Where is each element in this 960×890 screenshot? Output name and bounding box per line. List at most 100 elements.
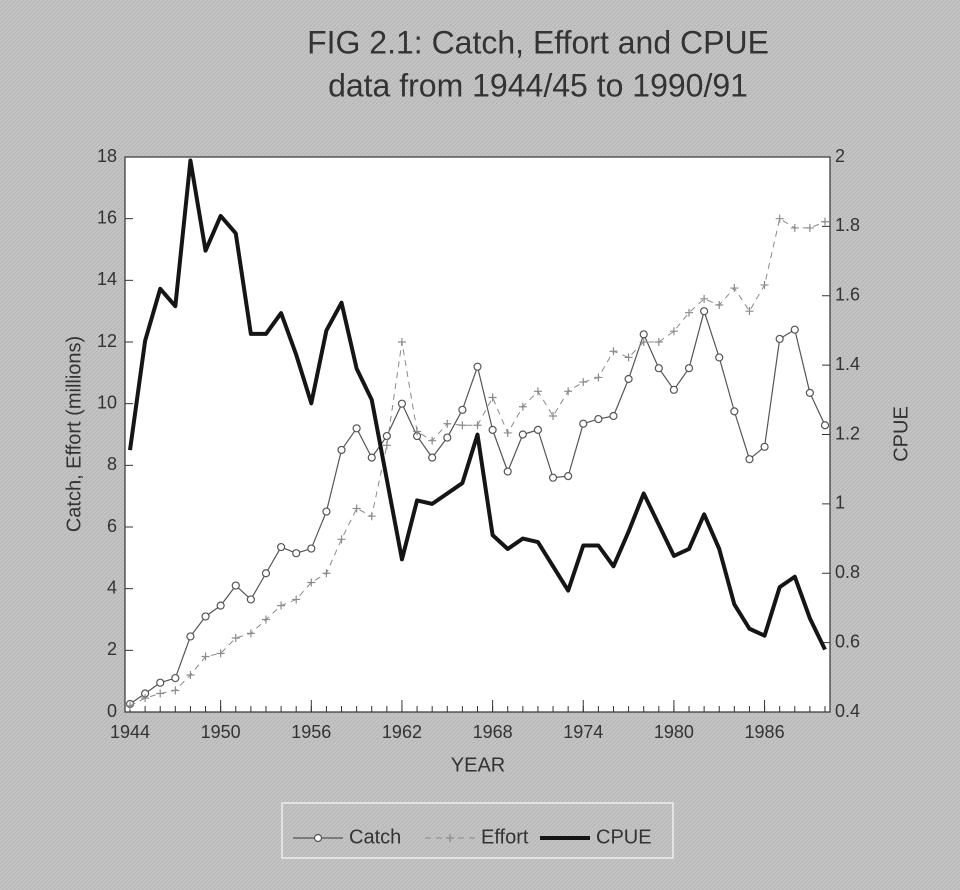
x-tick-label: 1968 — [473, 722, 513, 742]
catch-point — [186, 632, 195, 641]
effort-point — [231, 634, 240, 642]
effort-point — [382, 441, 391, 450]
effort-point — [594, 373, 603, 382]
catch-point — [246, 595, 255, 604]
y2-tick-label: 0.8 — [835, 562, 860, 582]
catch-point — [609, 411, 618, 421]
effort-point — [654, 338, 663, 346]
effort-point — [821, 217, 829, 226]
catch-point — [473, 362, 482, 371]
effort-point — [473, 421, 482, 430]
catch-point — [669, 385, 679, 394]
catch-point — [730, 407, 739, 416]
effort-point — [322, 569, 331, 578]
catch-point — [458, 405, 467, 414]
chart-title: data from 1944/45 to 1990/91 — [328, 67, 748, 103]
catch-point — [715, 353, 724, 362]
y2-tick-label: 1.2 — [835, 423, 860, 443]
effort-point — [446, 834, 454, 842]
y-tick-label: 4 — [107, 577, 117, 597]
x-tick-label: 1974 — [563, 722, 603, 742]
effort-point — [141, 694, 150, 703]
x-axis-label: YEAR — [451, 754, 505, 776]
catch-point — [337, 445, 346, 455]
effort-point — [443, 419, 452, 428]
catch-point — [171, 673, 180, 683]
catch-point — [397, 399, 407, 408]
effort-point — [805, 223, 814, 232]
catch-point — [639, 330, 648, 339]
effort-point — [609, 347, 618, 356]
catch-point — [518, 430, 527, 439]
effort-point — [715, 301, 724, 309]
y-tick-label: 6 — [107, 516, 117, 536]
catch-point — [790, 325, 799, 334]
catch-point — [654, 364, 663, 373]
effort-point — [126, 701, 134, 710]
y-tick-label: 18 — [97, 146, 117, 166]
catch-point — [231, 581, 240, 590]
catch-point — [503, 467, 512, 476]
catch-point — [307, 544, 316, 553]
catch-point — [488, 425, 497, 434]
catch-point — [292, 549, 301, 558]
y-tick-label: 14 — [97, 269, 117, 289]
catch-point — [594, 414, 603, 424]
legend-label: Effort — [481, 826, 529, 848]
catch-point — [700, 307, 709, 316]
catch-point — [805, 388, 814, 397]
catch-point — [760, 442, 769, 451]
catch-point — [352, 424, 361, 433]
effort-point — [518, 402, 527, 411]
catch-point — [156, 678, 165, 687]
effort-point — [745, 307, 754, 316]
effort-point — [700, 294, 709, 303]
effort-point — [186, 671, 195, 679]
y-tick-label: 16 — [97, 207, 117, 227]
catch-point — [564, 472, 573, 481]
effort-point — [337, 535, 346, 544]
x-tick-label: 1956 — [291, 722, 331, 742]
y-tick-label: 8 — [107, 454, 117, 474]
x-tick-label: 1962 — [382, 722, 422, 742]
x-tick-label: 1950 — [201, 722, 241, 742]
y2-tick-label: 2 — [835, 146, 845, 166]
effort-point — [171, 686, 180, 695]
x-tick-label: 1944 — [110, 722, 150, 742]
series-line — [129, 218, 826, 707]
effort-point — [564, 387, 573, 396]
effort-point — [775, 214, 784, 223]
y-tick-label: 0 — [107, 701, 117, 721]
chart-title: FIG 2.1: Catch, Effort and CPUE — [307, 24, 769, 60]
legend: Catch Effort CPUE — [293, 826, 652, 848]
catch-point — [548, 473, 558, 482]
catch-point — [745, 455, 754, 464]
y2-tick-label: 1 — [835, 493, 845, 513]
effort-point — [156, 689, 165, 698]
effort-point — [352, 504, 361, 513]
effort-point — [458, 421, 467, 430]
catch-point — [322, 507, 331, 516]
catch-point — [201, 612, 210, 621]
effort-point — [624, 353, 633, 362]
effort-point — [790, 223, 799, 232]
effort-point — [201, 652, 210, 661]
effort-point — [488, 393, 497, 402]
y2-tick-label: 1.8 — [835, 215, 860, 235]
effort-point — [730, 284, 739, 293]
y-tick-label: 10 — [97, 392, 117, 412]
catch-point — [276, 542, 286, 552]
catch-point — [428, 453, 437, 462]
effort-point — [277, 601, 286, 610]
x-tick-label: 1980 — [654, 722, 694, 742]
y2-tick-label: 0.4 — [835, 701, 860, 721]
y-axis-label: Catch, Effort (millions) — [63, 336, 85, 532]
effort-point — [669, 327, 678, 336]
effort-point — [246, 629, 255, 638]
effort-point — [413, 427, 422, 436]
effort-point — [292, 595, 301, 604]
effort-point — [533, 387, 542, 396]
y2-tick-label: 1.6 — [835, 285, 860, 305]
